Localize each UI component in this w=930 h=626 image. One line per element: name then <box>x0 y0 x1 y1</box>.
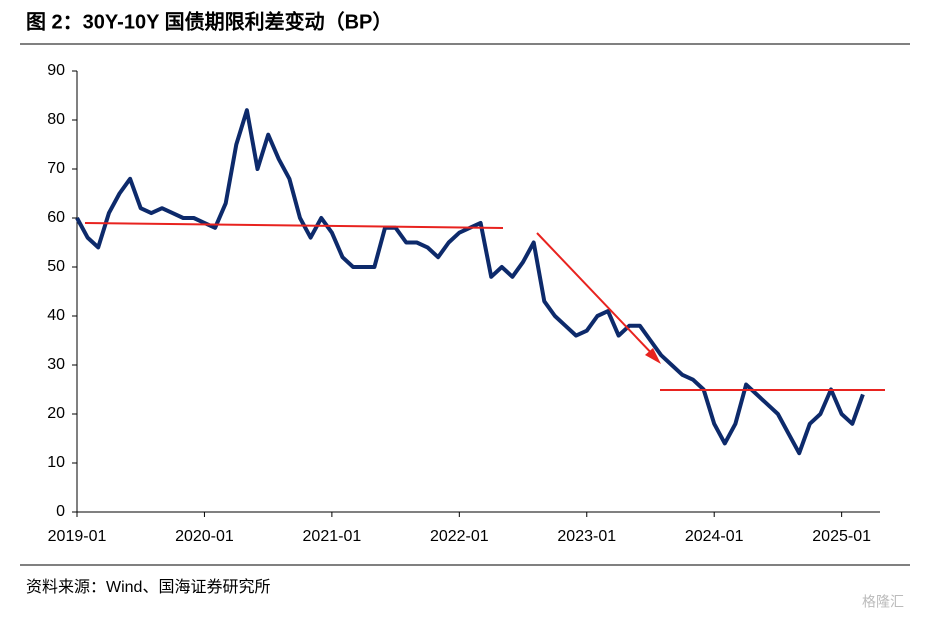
y-tick-label: 90 <box>47 62 65 79</box>
y-tick-label: 40 <box>47 307 65 324</box>
x-tick-label: 2020-01 <box>175 528 234 545</box>
data-line <box>75 108 865 456</box>
x-tick-label: 2025-01 <box>812 528 871 545</box>
plot-area: 0 10 20 30 40 50 60 70 80 90 2019-01 2020-01 2021-01… <box>47 62 880 545</box>
source-note: 资料来源：Wind、国海证券研究所 <box>26 578 270 596</box>
x-tick-label: 2022-01 <box>430 528 489 545</box>
watermark: 格隆汇 <box>862 594 904 610</box>
y-tick-label: 60 <box>47 209 65 226</box>
x-tick-label: 2021-01 <box>303 528 362 545</box>
y-tick-label: 80 <box>47 111 65 128</box>
arrow-head <box>645 348 661 364</box>
x-tick-label: 2024-01 <box>685 528 744 545</box>
y-tick-label: 70 <box>47 160 65 177</box>
annotations <box>84 222 885 391</box>
x-tick-label: 2019-01 <box>48 528 107 545</box>
y-tick-label: 50 <box>47 258 65 275</box>
x-tick-label: 2023-01 <box>557 528 616 545</box>
y-tick-label: 10 <box>47 454 65 471</box>
chart-title: 图 2：30Y-10Y 国债期限利差变动（BP） <box>26 9 392 33</box>
trend-arrow <box>536 232 658 360</box>
y-tick-label: 20 <box>47 405 65 422</box>
y-tick-label: 0 <box>56 503 65 520</box>
y-tick-label: 30 <box>47 356 65 373</box>
trend-line <box>84 222 504 229</box>
